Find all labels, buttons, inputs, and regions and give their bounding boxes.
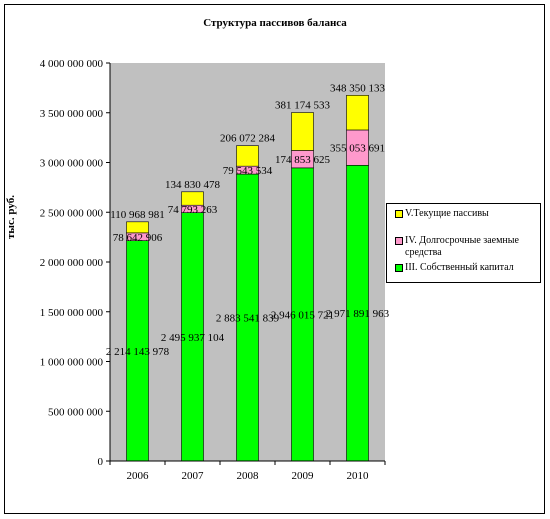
y-tick-label: 3 500 000 000: [40, 108, 104, 120]
data-label-2007-s1: 74 793 263: [168, 204, 218, 216]
legend-label-current-liabilities: V.Текущие пассивы: [405, 208, 489, 219]
x-tick-label-2008: 2008: [237, 470, 260, 482]
bar-segment-2009-s2: [291, 112, 314, 151]
data-label-2007-s2: 134 830 478: [165, 179, 221, 191]
y-tick-label: 4 000 000 000: [40, 58, 104, 70]
legend-swatch-long-term-borrowings: [395, 237, 403, 245]
x-tick-label-2006: 2006: [127, 470, 150, 482]
x-tick-label-2010: 2010: [347, 470, 370, 482]
data-label-2009-s1: 174 853 625: [275, 154, 331, 166]
legend-swatch-equity: [395, 264, 403, 272]
y-tick-label: 2 000 000 000: [40, 257, 104, 269]
data-label-2010-s2: 348 350 133: [330, 82, 386, 94]
data-label-2008-s0: 2 883 541 839: [216, 313, 280, 325]
legend-label-equity: III. Собственный капитал: [405, 262, 514, 273]
bar-segment-2007-s2: [181, 191, 204, 206]
y-axis-label: тыс. руб.: [5, 195, 17, 239]
y-tick-label: 1 000 000 000: [40, 357, 104, 369]
y-tick-label: 3 000 000 000: [40, 158, 104, 170]
y-tick-label: 0: [98, 456, 104, 468]
data-label-2006-s1: 78 642 906: [113, 232, 163, 244]
data-label-2006-s2: 110 968 981: [110, 209, 165, 221]
legend-item-long-term-borrowings: IV. Долгосрочные заемные средства: [395, 235, 537, 259]
y-tick-label: 2 500 000 000: [40, 207, 104, 219]
bar-segment-2006-s2: [126, 221, 149, 234]
bar-segment-2010-s2: [346, 95, 369, 131]
legend-item-equity: III. Собственный капитал: [395, 262, 537, 274]
data-label-2010-s1: 355 053 691: [330, 143, 385, 155]
bar-segment-2008-s2: [236, 145, 259, 167]
legend-item-current-liabilities: V.Текущие пассивы: [395, 208, 537, 220]
data-label-2010-s0: 2 971 891 963: [326, 308, 390, 320]
chart-title: Структура пассивов баланса: [203, 17, 347, 29]
legend-label-long-term-borrowings: IV. Долгосрочные заемные средства: [405, 235, 519, 258]
data-label-2009-s0: 2 946 015 721: [271, 309, 334, 321]
data-label-2008-s1: 79 543 534: [223, 165, 273, 177]
x-tick-label-2009: 2009: [292, 470, 315, 482]
data-label-2007-s0: 2 495 937 104: [161, 332, 225, 344]
y-tick-label: 1 500 000 000: [40, 307, 104, 319]
x-tick-label-2007: 2007: [182, 470, 205, 482]
data-label-2008-s2: 206 072 284: [220, 133, 276, 145]
data-label-2009-s2: 381 174 533: [275, 100, 331, 112]
legend: V.Текущие пассивы IV. Долгосрочные заемн…: [386, 203, 541, 283]
data-label-2006-s0: 2 214 143 978: [106, 346, 170, 358]
legend-swatch-current-liabilities: [395, 210, 403, 218]
y-tick-label: 500 000 000: [48, 406, 104, 418]
